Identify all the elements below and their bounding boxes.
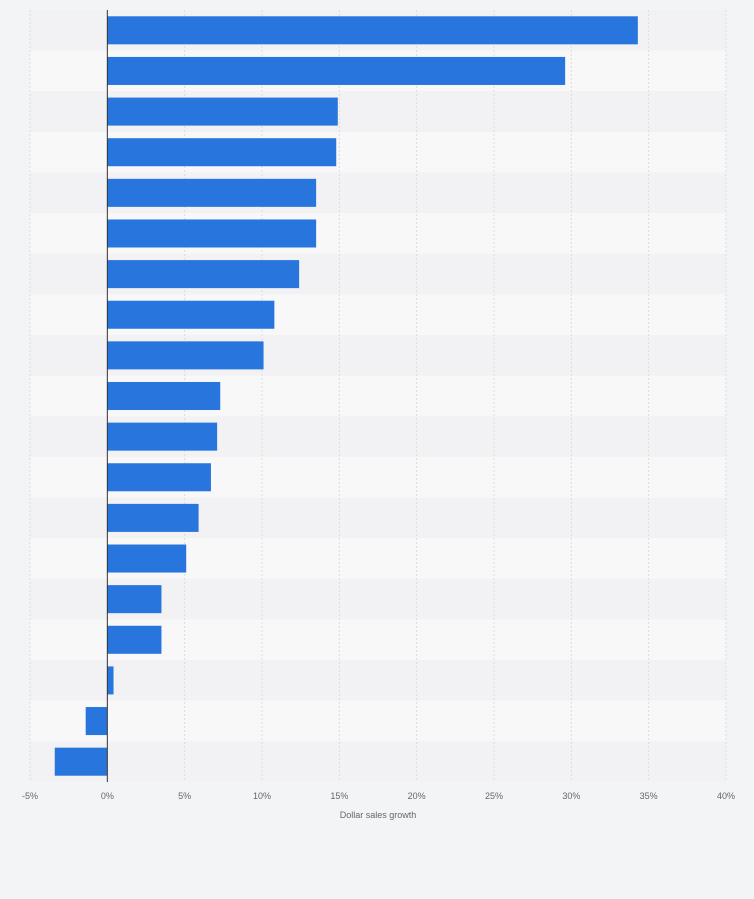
- bar: [107, 97, 338, 126]
- bar: [107, 544, 187, 573]
- x-tick-label: 35%: [640, 791, 658, 801]
- x-tick-label: -5%: [22, 791, 38, 801]
- bar: [107, 178, 317, 207]
- bar: [107, 503, 199, 532]
- bar: [107, 300, 275, 329]
- x-tick-label: 10%: [253, 791, 271, 801]
- bar: [107, 219, 317, 248]
- bars: [54, 16, 638, 776]
- x-tick-label: 20%: [408, 791, 426, 801]
- bar: [107, 666, 114, 695]
- x-axis-label: Dollar sales growth: [340, 810, 417, 820]
- bar: [107, 138, 337, 167]
- bar: [107, 422, 218, 451]
- x-tick-label: 0%: [101, 791, 114, 801]
- bar: [107, 341, 264, 370]
- x-tick-label: 40%: [717, 791, 735, 801]
- bar: [107, 260, 300, 289]
- bar: [107, 625, 162, 654]
- row-band: [30, 700, 726, 742]
- bar: [107, 56, 566, 85]
- bar: [107, 381, 221, 411]
- row-band: [30, 741, 726, 782]
- x-tick-label: 15%: [330, 791, 348, 801]
- bar: [107, 16, 638, 45]
- bar: [85, 707, 108, 736]
- bar: [107, 585, 162, 614]
- bar: [107, 463, 211, 492]
- bar: [54, 747, 108, 776]
- x-tick-label: 30%: [562, 791, 580, 801]
- x-tick-label: 5%: [178, 791, 191, 801]
- x-axis-ticks: -5% 0% 5% 10% 15% 20% 25% 30% 35% 40%: [22, 791, 735, 801]
- row-band: [30, 660, 726, 701]
- x-tick-label: 25%: [485, 791, 503, 801]
